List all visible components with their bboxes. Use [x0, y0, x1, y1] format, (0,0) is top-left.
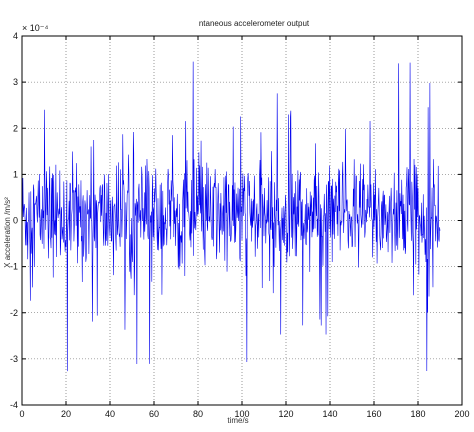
- x-tick-label: 200: [454, 409, 469, 419]
- x-tick-label: 180: [410, 409, 425, 419]
- y-tick-label: 3: [13, 77, 18, 87]
- series-group: [21, 61, 441, 372]
- x-tick-label: 80: [193, 409, 203, 419]
- y-tick-label: 4: [13, 31, 18, 41]
- y-tick-label: -2: [10, 308, 18, 318]
- axis-ticks: 0 20 40 60 80 100 120 140 160 180 200 -4 -3 -2 -1 0 1 2 3 4: [10, 31, 470, 419]
- series-line: [21, 61, 441, 372]
- x-tick-label: 100: [234, 409, 249, 419]
- y-tick-label: -1: [10, 262, 18, 272]
- chart-title: ntaneous accelerometer output: [199, 19, 310, 28]
- x-tick-label: 60: [149, 409, 159, 419]
- y-tick-label: 2: [13, 123, 18, 133]
- x-tick-label: 40: [105, 409, 115, 419]
- x-tick-label: 120: [278, 409, 293, 419]
- y-tick-label: -3: [10, 354, 18, 364]
- x-axis-label: time/s: [227, 416, 248, 425]
- y-tick-label: 1: [13, 169, 18, 179]
- y-tick-label: -4: [10, 400, 18, 410]
- y-tick-label: 0: [13, 216, 18, 226]
- x-tick-label: 0: [19, 409, 24, 419]
- x-tick-label: 160: [366, 409, 381, 419]
- y-exponent-label: × 10⁻⁴: [22, 23, 49, 33]
- x-tick-label: 140: [322, 409, 337, 419]
- x-tick-label: 20: [61, 409, 71, 419]
- y-axis-label: X acceleration /m/s²: [3, 197, 12, 268]
